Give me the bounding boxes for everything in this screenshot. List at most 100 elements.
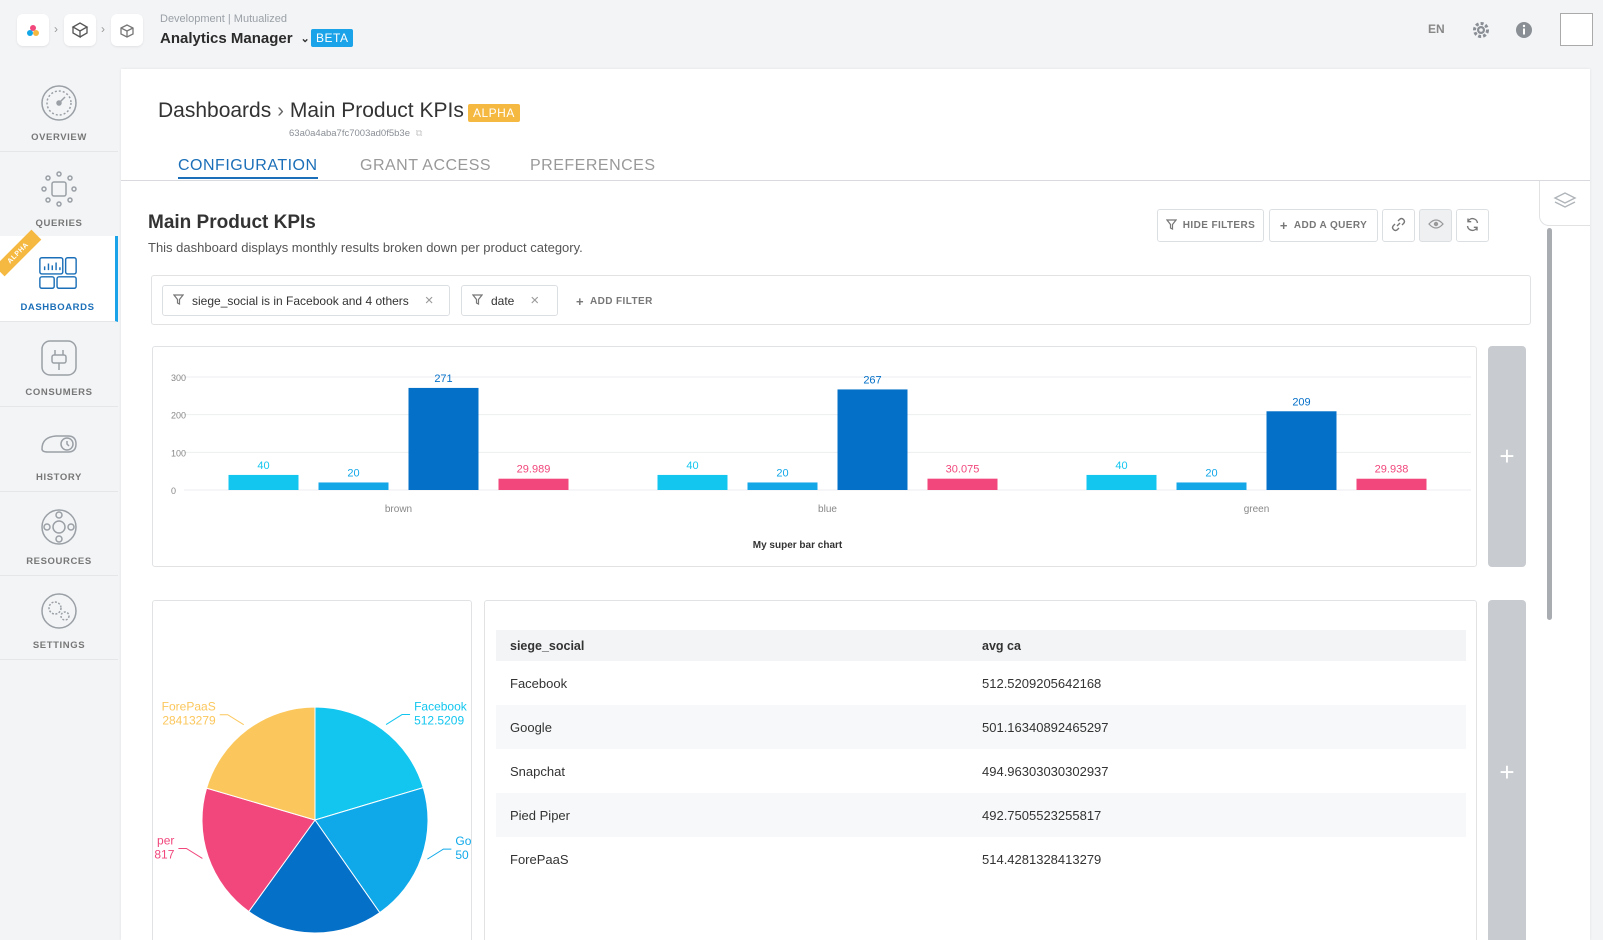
- app-name: Analytics Manager: [160, 30, 293, 47]
- layers-button[interactable]: [1539, 181, 1590, 226]
- bar: [837, 389, 908, 490]
- y-tick-label: 300: [171, 373, 186, 383]
- pie-label: ForePaaS: [162, 700, 216, 714]
- close-icon[interactable]: ×: [424, 292, 434, 309]
- pie-slice: [314, 706, 424, 821]
- app-switcher[interactable]: Analytics Manager ⌄: [160, 30, 310, 47]
- breadcrumb-root[interactable]: Dashboards: [158, 99, 272, 122]
- refresh-icon: [1465, 217, 1480, 235]
- pie-value-label: 28413279: [162, 714, 216, 728]
- sidebar-item-resources[interactable]: RESOURCES: [0, 490, 118, 576]
- table-cell: Facebook: [510, 675, 568, 691]
- sidebar-item-queries[interactable]: QUERIES: [0, 152, 118, 238]
- table-header-cell[interactable]: siege_social: [510, 638, 585, 653]
- table-cell: Pied Piper: [510, 807, 570, 823]
- table-cell: Snapchat: [510, 763, 565, 779]
- refresh-button[interactable]: [1456, 209, 1489, 242]
- bar: [498, 478, 569, 490]
- table-header-row: siege_social avg ca: [496, 630, 1466, 661]
- gauge-icon: [38, 82, 80, 124]
- bar-data-label: 271: [434, 373, 452, 385]
- settings-icon: [38, 590, 80, 632]
- queries-icon: [38, 168, 80, 210]
- preview-button[interactable]: [1419, 209, 1452, 242]
- add-filter-label: ADD FILTER: [590, 296, 653, 307]
- bar-data-label: 267: [863, 374, 881, 386]
- bar-data-label: 20: [347, 467, 359, 479]
- sidebar-item-consumers[interactable]: CONSUMERS: [0, 321, 118, 407]
- tab-grant-access[interactable]: GRANT ACCESS: [360, 157, 492, 174]
- avatar[interactable]: [1560, 13, 1593, 46]
- pie-value-label: 817: [154, 847, 174, 861]
- pie-label: Go: [455, 834, 471, 848]
- sidebar-item-settings[interactable]: SETTINGS: [0, 574, 118, 660]
- table-row: Facebook 512.5209205642168: [496, 661, 1466, 705]
- scrollbar[interactable]: [1547, 228, 1552, 620]
- pie-slice: [314, 786, 429, 914]
- bar: [318, 482, 389, 490]
- hide-filters-button[interactable]: HIDE FILTERS: [1157, 209, 1264, 242]
- sidebar-item-dashboards[interactable]: ALPHA DASHBOARDS: [0, 229, 118, 322]
- sidebar-item-history[interactable]: HISTORY: [0, 406, 118, 492]
- plug-icon: [38, 337, 80, 379]
- bar: [927, 478, 998, 490]
- bar-chart: 0 100 200 300 40 20 271 29.989 brown 40 20 267 30.07…: [171, 373, 1471, 551]
- data-table: siege_social avg ca Facebook 512.5209205…: [496, 630, 1466, 881]
- filter-chip-label: date: [491, 293, 515, 308]
- app-logo[interactable]: [17, 14, 49, 46]
- pie-label-line: [385, 714, 411, 725]
- table-header-cell[interactable]: avg ca: [982, 638, 1021, 653]
- bar-data-label: 29.938: [1375, 464, 1409, 476]
- plus-icon: +: [1279, 218, 1288, 233]
- bar-data-label: 29.989: [517, 464, 551, 476]
- alpha-badge: ALPHA: [468, 104, 520, 122]
- table-cell: 501.16340892465297: [982, 719, 1109, 735]
- language-selector[interactable]: EN: [1428, 22, 1445, 36]
- tab-configuration[interactable]: CONFIGURATION: [178, 157, 318, 179]
- info-icon[interactable]: [1513, 19, 1535, 41]
- pie-label-line: [178, 847, 203, 859]
- dashboard-description: This dashboard displays monthly results …: [148, 240, 583, 255]
- bar: [1086, 474, 1157, 490]
- filter-chip-siege-social[interactable]: siege_social is in Facebook and 4 others…: [162, 285, 450, 316]
- bar: [657, 474, 728, 490]
- add-filter-button[interactable]: + ADD FILTER: [576, 294, 653, 309]
- table-row: ForePaaS 514.4281328413279: [496, 837, 1466, 881]
- pie-slice: [205, 706, 316, 821]
- copy-icon[interactable]: ⧉: [415, 128, 423, 139]
- filter-chip-date[interactable]: date ×: [461, 285, 558, 316]
- add-query-button[interactable]: + ADD A QUERY: [1269, 209, 1378, 242]
- bar: [1176, 482, 1247, 490]
- bar: [1356, 478, 1427, 490]
- bar: [408, 387, 479, 490]
- box-icon[interactable]: [111, 14, 143, 46]
- page-title: Main Product KPIs: [289, 99, 464, 122]
- pie-value-label: 50: [455, 848, 469, 862]
- alpha-ribbon: ALPHA: [0, 229, 42, 277]
- gear-icon[interactable]: [1470, 19, 1492, 41]
- tab-preferences[interactable]: PREFERENCES: [530, 157, 656, 174]
- dashboards-icon: [37, 252, 79, 294]
- x-tick-label: blue: [818, 504, 837, 515]
- y-tick-label: 200: [171, 411, 186, 421]
- bar: [747, 482, 818, 490]
- sidebar-item-overview[interactable]: OVERVIEW: [0, 66, 118, 152]
- cube-icon[interactable]: [64, 14, 96, 46]
- y-tick-label: 100: [171, 448, 186, 458]
- link-button[interactable]: [1382, 209, 1415, 242]
- sidebar-item-label: RESOURCES: [26, 556, 92, 567]
- top-bar: › › Development | Mutualized Analytics M…: [0, 0, 1603, 66]
- table-cell: 514.4281328413279: [982, 851, 1102, 867]
- pie-label-line: [219, 714, 244, 726]
- bar-data-label: 30.075: [946, 464, 980, 476]
- bar-data-label: 40: [686, 460, 698, 472]
- add-widget-slot[interactable]: +: [1488, 346, 1526, 567]
- pie-label-line: [427, 848, 452, 860]
- bar-data-label: 40: [1115, 460, 1127, 472]
- add-widget-slot[interactable]: +: [1488, 600, 1526, 940]
- filter-icon: [471, 293, 484, 308]
- filter-bar: siege_social is in Facebook and 4 others…: [151, 275, 1531, 325]
- close-icon[interactable]: ×: [530, 292, 540, 309]
- resources-icon: [38, 506, 80, 548]
